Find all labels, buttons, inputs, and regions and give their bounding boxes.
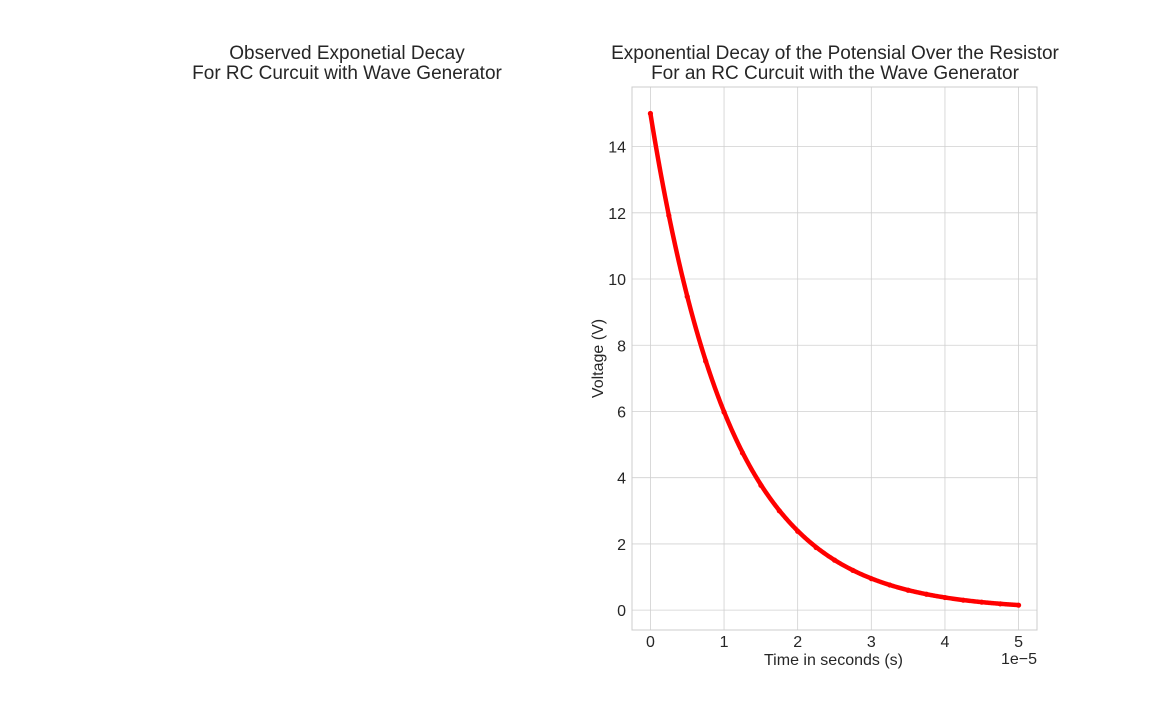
- data-point: [979, 599, 985, 605]
- data-series: [647, 110, 1022, 608]
- x-tick-label: 2: [793, 634, 802, 651]
- y-tick-label: 8: [617, 338, 626, 355]
- x-tick-label: 1: [720, 634, 729, 651]
- right-title-line-1: Exponential Decay of the Potensial Over …: [611, 43, 1059, 64]
- data-point: [795, 528, 801, 534]
- left-title-line-1: Observed Exponetial Decay: [229, 43, 465, 64]
- y-tick-label: 6: [617, 404, 626, 421]
- left-title-line-2: For RC Curcuit with Wave Generator: [192, 63, 502, 84]
- y-tick-label: 12: [608, 206, 626, 223]
- data-point: [758, 482, 764, 488]
- x-tick-label: 5: [1014, 634, 1023, 651]
- data-point: [905, 587, 911, 593]
- grid-lines: [632, 87, 1037, 630]
- data-point: [666, 212, 672, 219]
- data-point: [942, 594, 948, 601]
- data-point: [997, 601, 1003, 607]
- right-title-line-2: For an RC Curcuit with the Wave Generato…: [651, 63, 1019, 84]
- x-axis-offset-label: 1e−5: [1001, 651, 1037, 668]
- data-point: [703, 358, 709, 364]
- plot-frame: [631, 86, 1038, 631]
- data-point: [684, 293, 690, 300]
- y-tick-label: 14: [608, 140, 626, 157]
- y-axis-label: Voltage (V): [590, 319, 607, 398]
- left-panel-title: Observed Exponetial Decay For RC Curcuit…: [140, 44, 554, 84]
- y-tick-label: 0: [617, 603, 626, 620]
- y-tick-label: 10: [608, 272, 626, 289]
- data-point: [1015, 602, 1022, 608]
- data-point: [960, 597, 966, 603]
- y-tick-label: 4: [617, 471, 626, 488]
- data-point: [739, 450, 746, 456]
- data-point: [923, 591, 930, 597]
- data-point: [647, 110, 654, 117]
- data-point: [776, 508, 782, 514]
- data-point: [813, 544, 819, 551]
- data-point: [850, 567, 856, 574]
- x-axis-label: Time in seconds (s): [764, 652, 903, 669]
- data-point: [887, 582, 893, 588]
- data-point: [868, 576, 874, 582]
- x-tick-label: 4: [941, 634, 950, 651]
- x-tick-label: 3: [867, 634, 876, 651]
- data-point: [831, 557, 838, 563]
- data-point: [721, 409, 727, 415]
- x-tick-label: 0: [646, 634, 655, 651]
- right-panel-title: Exponential Decay of the Potensial Over …: [582, 44, 1088, 84]
- y-tick-label: 2: [617, 537, 626, 554]
